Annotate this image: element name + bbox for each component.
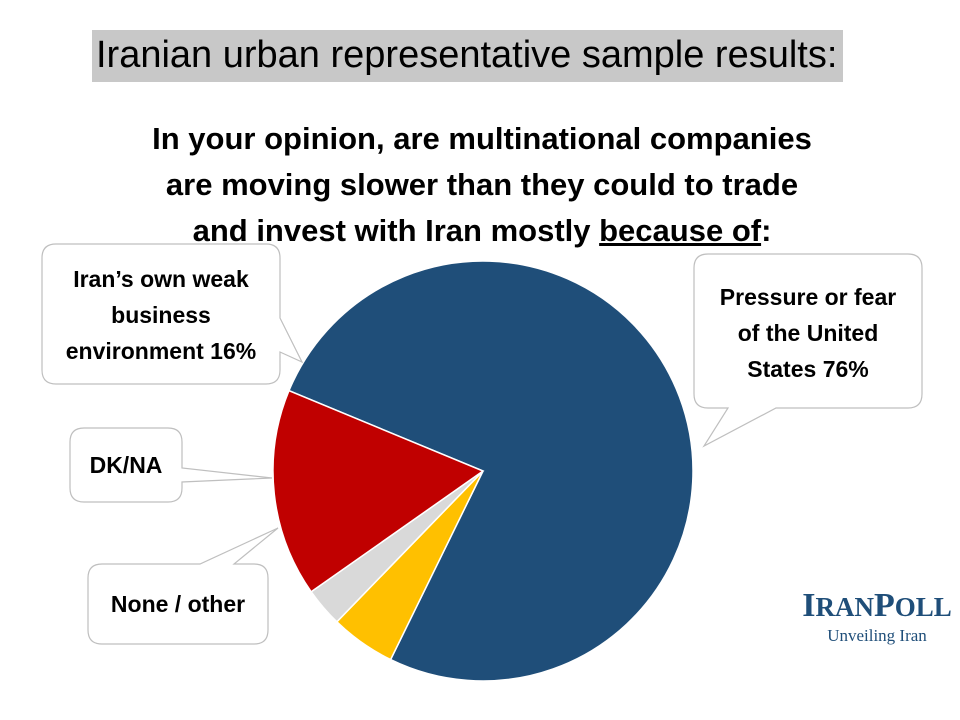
callout-us-line-3: States 76% — [747, 356, 869, 382]
question-line-3-prefix: and invest with Iran mostly — [192, 213, 600, 248]
pie-slices — [272, 260, 694, 682]
question-line-2: are moving slower than they could to tra… — [165, 167, 799, 202]
callout-none-line-1: None / other — [110, 591, 246, 617]
page-title: Iranian urban representative sample resu… — [92, 30, 844, 82]
question-line-3-suffix: : — [761, 213, 772, 248]
question-line-1: In your opinion, are multinational compa… — [152, 121, 812, 156]
question-line-3: and invest with Iran mostly because of: — [90, 208, 874, 254]
iranpoll-logo: IRANPOLL Unveiling Iran — [792, 587, 960, 649]
callout-iran-line-2: business — [111, 302, 211, 328]
callout-us-line-1: Pressure or fear — [719, 284, 897, 310]
callout-bubble-us — [693, 253, 923, 448]
callout-label-iran: Iran’s own weak business environment 16% — [44, 261, 278, 369]
callout-dk-line-1: DK/NA — [89, 452, 163, 478]
callout-iran-line-1: Iran’s own weak — [73, 266, 249, 292]
callout-bubble-none — [87, 527, 279, 645]
callout-iran-line-3: environment 16% — [65, 338, 257, 364]
callout-label-none: None / other — [90, 586, 266, 622]
brand-name: IRANPOLL — [802, 587, 952, 624]
pie-slice-us — [288, 260, 694, 682]
callout-label-us: Pressure or fear of the United States 76… — [696, 279, 920, 387]
survey-question: In your opinion, are multinational compa… — [90, 116, 874, 254]
callout-label-dk: DK/NA — [72, 447, 180, 483]
callout-bubble-iran — [41, 243, 304, 385]
pie-slice-iran — [272, 389, 485, 593]
brand-tagline: Unveiling Iran — [827, 626, 927, 645]
callout-bubble-dk — [69, 427, 273, 503]
callout-us-line-2: of the United — [737, 320, 879, 346]
question-underlined-phrase: because of — [599, 213, 762, 248]
